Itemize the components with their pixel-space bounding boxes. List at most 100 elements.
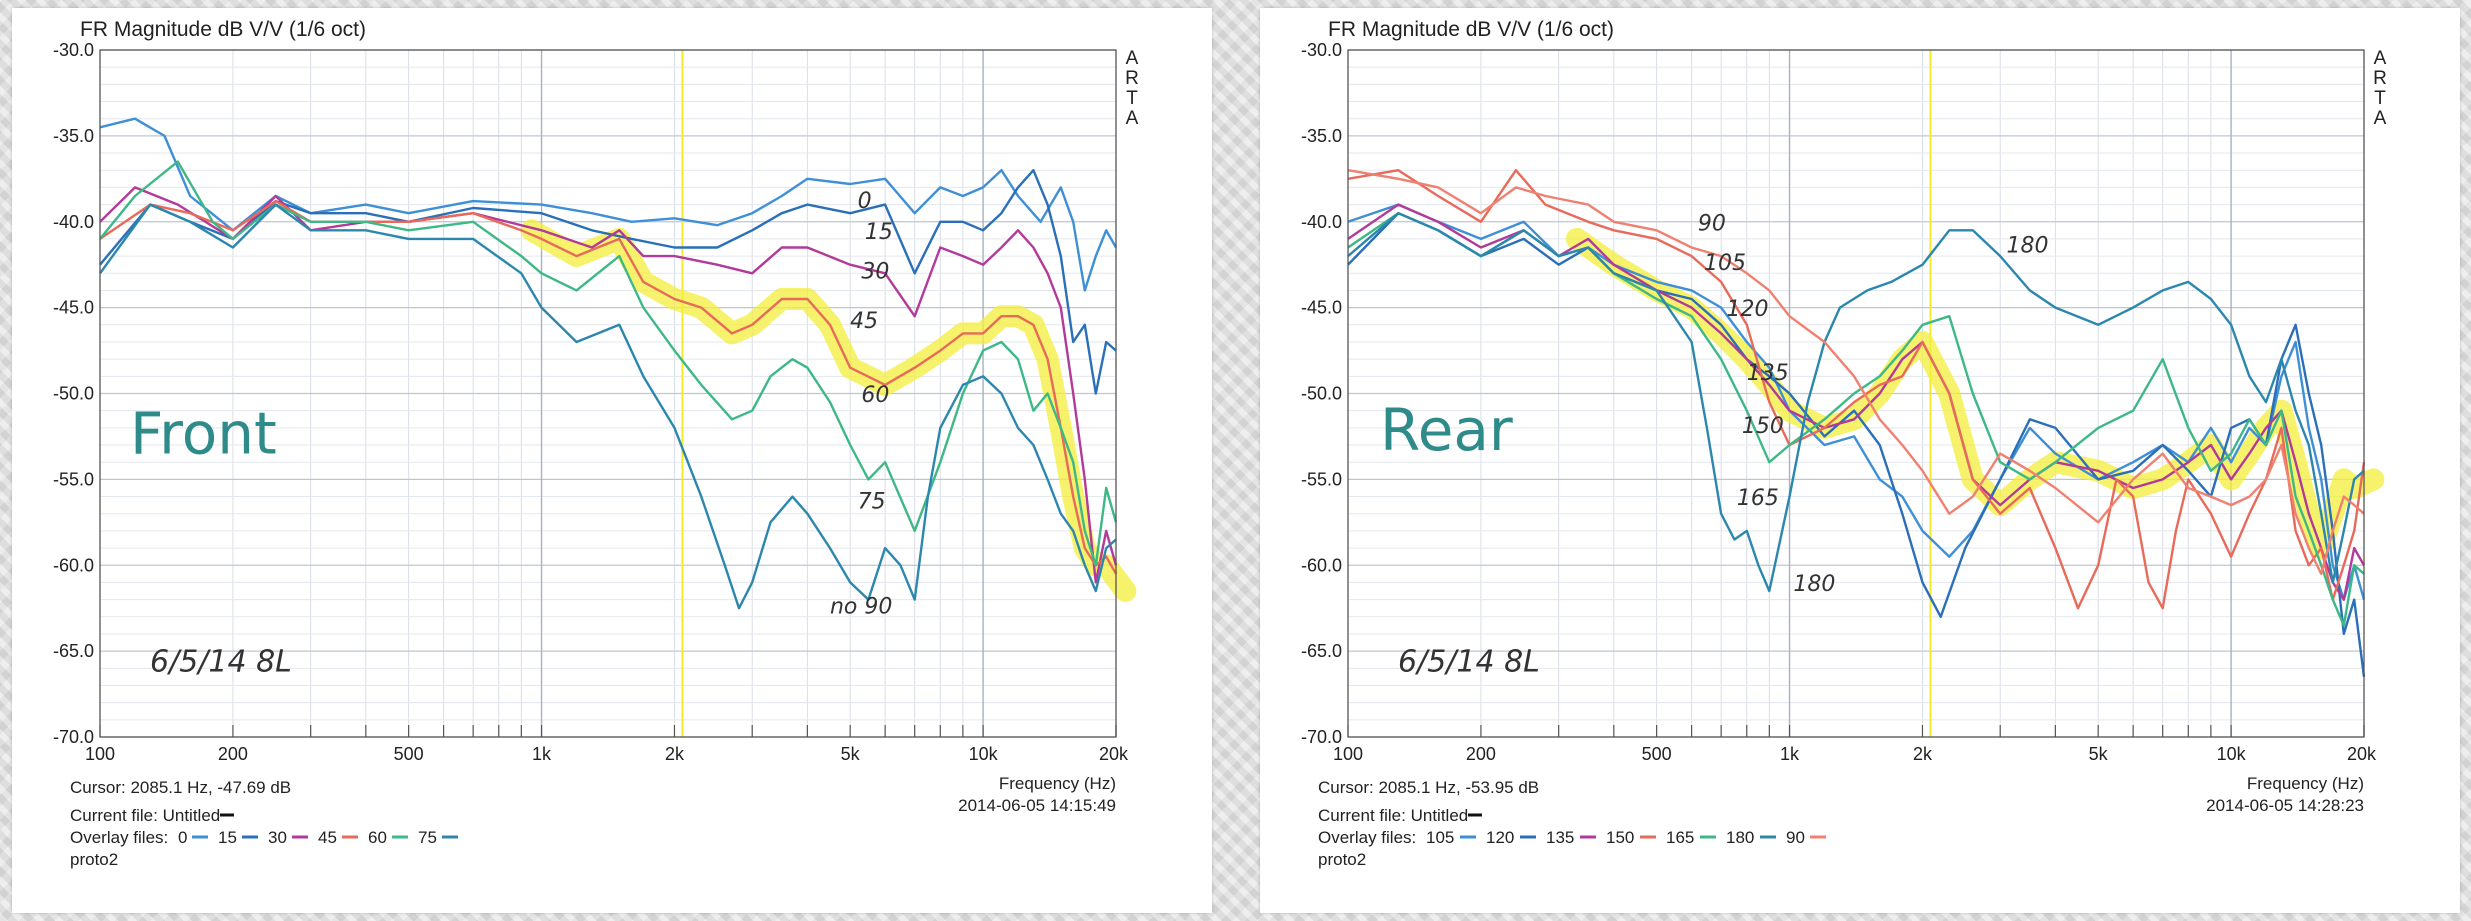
rear-curve-annotation: 90 — [1698, 211, 1726, 236]
front-x-tick-label: 10k — [969, 744, 999, 764]
front-series-line-0 — [99, 117, 1118, 292]
rear-curve-annotation: 180 — [1793, 572, 1835, 597]
front-brand-letter: T — [1126, 88, 1138, 109]
rear-brand-letter: T — [2374, 88, 2386, 109]
rear-curve-annotation: 180 — [2006, 234, 2048, 259]
rear-current-file: Current file: Untitled — [1318, 806, 1468, 825]
front-legend-entry: 0 — [178, 828, 187, 847]
front-legend-entry: 30 — [268, 828, 287, 847]
rear-curve-annotation: 150 — [1742, 414, 1784, 439]
rear-x-tick-label: 10k — [2217, 744, 2247, 764]
rear-y-tick-label: -40.0 — [1301, 212, 1342, 232]
front-y-tick-label: -65.0 — [53, 641, 94, 661]
rear-series-line-150 — [1347, 168, 2366, 610]
front-y-tick-label: -30.0 — [53, 40, 94, 60]
rear-curve-annotation: 120 — [1727, 297, 1769, 322]
rear-brand-letter: A — [2374, 108, 2387, 129]
front-curve-annotation: 60 — [861, 383, 889, 408]
front-cursor-readout: Cursor: 2085.1 Hz, -47.69 dB — [70, 778, 291, 797]
rear-handwritten-date: 6/5/14 8L — [1398, 645, 1540, 680]
front-x-tick-label: 1k — [532, 744, 552, 764]
rear-legend-entry: 135 — [1546, 828, 1574, 847]
rear-curve-annotation: 105 — [1704, 251, 1746, 276]
rear-curve-annotation: 165 — [1737, 486, 1779, 511]
rear-legend-entry: 90 — [1786, 828, 1805, 847]
rear-x-tick-label: 1k — [1780, 744, 1800, 764]
front-current-file: Current file: Untitled — [70, 806, 220, 825]
front-series-line-15 — [99, 168, 1117, 395]
front-y-tick-label: -60.0 — [53, 555, 94, 575]
front-curve-annotation: 45 — [850, 309, 878, 334]
rear-chart-title: FR Magnitude dB V/V (1/6 oct) — [1328, 18, 1614, 41]
front-series-line-60 — [99, 160, 1118, 567]
rear-y-tick-label: -45.0 — [1301, 298, 1342, 318]
front-y-tick-label: -40.0 — [53, 212, 94, 232]
front-x-tick-label: 5k — [841, 744, 861, 764]
rear-x-tick-label: 100 — [1333, 744, 1363, 764]
rear-series-line-180 — [1347, 211, 2365, 593]
rear-y-tick-label: -30.0 — [1301, 40, 1342, 60]
rear-brand-letter: A — [2374, 48, 2387, 69]
front-legend-entry: 45 — [318, 828, 337, 847]
rear-x-tick-label: 200 — [1466, 744, 1496, 764]
front-y-tick-label: -35.0 — [53, 126, 94, 146]
rear-plot-frame — [1347, 49, 2365, 738]
rear-legend-entry: 180 — [1726, 828, 1754, 847]
front-chart-panel: -30.0 -35.0 -40.0 -45.0 -50.0 -55.0 -60.0 -65.0… — [12, 8, 1212, 913]
rear-legend-entry: 150 — [1606, 828, 1634, 847]
front-timestamp: 2014-06-05 14:15:49 — [958, 796, 1116, 815]
rear-y-tick-label: -55.0 — [1301, 469, 1342, 489]
front-curve-annotation: 75 — [858, 490, 886, 515]
front-y-tick-label: -70.0 — [53, 727, 94, 747]
rear-x-tick-label: 5k — [2089, 744, 2109, 764]
rear-legend-entry: 120 — [1486, 828, 1514, 847]
front-x-tick-label: 200 — [218, 744, 248, 764]
front-big-label: Front — [130, 400, 277, 468]
front-y-tick-label: -55.0 — [53, 469, 94, 489]
rear-x-tick-label: 500 — [1642, 744, 1672, 764]
rear-y-tick-label: -35.0 — [1301, 126, 1342, 146]
rear-big-label: Rear — [1380, 396, 1513, 464]
rear-y-tick-label: -70.0 — [1301, 727, 1342, 747]
front-handwritten-date: 6/5/14 8L — [150, 645, 292, 680]
rear-series-line-90 — [1347, 169, 2365, 575]
front-y-tick-label: -50.0 — [53, 384, 94, 404]
rear-series-line-105 — [1347, 203, 2366, 601]
front-proto-name: proto2 — [70, 850, 118, 869]
front-series-line-30 — [99, 186, 1118, 584]
rear-y-tick-label: -60.0 — [1301, 555, 1342, 575]
front-x-tick-label: 500 — [394, 744, 424, 764]
rear-proto-name: proto2 — [1318, 850, 1366, 869]
front-y-tick-label: -45.0 — [53, 298, 94, 318]
front-overlay-prefix: Overlay files: — [70, 828, 168, 847]
front-plot-frame — [99, 49, 1117, 738]
rear-x-tick-label: 20k — [2347, 744, 2377, 764]
front-x-axis-label: Frequency (Hz) — [999, 774, 1116, 793]
front-chart-title: FR Magnitude dB V/V (1/6 oct) — [80, 18, 366, 41]
rear-timestamp: 2014-06-05 14:28:23 — [2206, 796, 2364, 815]
front-response-chart: -30.0 -35.0 -40.0 -45.0 -50.0 -55.0 -60.0 -65.0… — [53, 18, 1139, 869]
front-series-line-75 — [99, 203, 1117, 610]
rear-cursor-readout: Cursor: 2085.1 Hz, -53.95 dB — [1318, 778, 1539, 797]
front-brand-letter: A — [1126, 108, 1139, 129]
rear-legend-entry: 105 — [1426, 828, 1454, 847]
front-curve-annotation: 30 — [861, 259, 889, 284]
front-x-tick-label: 2k — [665, 744, 685, 764]
rear-response-chart: -30.0 -35.0 -40.0 -45.0 -50.0 -55.0 -60.0 -65.0… — [1301, 18, 2387, 869]
rear-legend-entry: 165 — [1666, 828, 1694, 847]
front-legend-entry: 60 — [368, 828, 387, 847]
rear-chart-panel: -30.0 -35.0 -40.0 -45.0 -50.0 -55.0 -60.0 -65.0… — [1260, 8, 2460, 913]
rear-x-axis-label: Frequency (Hz) — [2247, 774, 2364, 793]
rear-y-tick-label: -50.0 — [1301, 384, 1342, 404]
rear-curve-annotation: 135 — [1747, 361, 1789, 386]
rear-brand-letter: R — [2373, 68, 2387, 89]
front-legend-entry: 75 — [418, 828, 437, 847]
front-curve-annotation: no 90 — [830, 594, 892, 619]
front-x-tick-label: 20k — [1099, 744, 1129, 764]
front-curve-annotation: 0 — [858, 189, 872, 214]
rear-x-tick-label: 2k — [1913, 744, 1933, 764]
front-brand-letter: A — [1126, 48, 1139, 69]
rear-y-tick-label: -65.0 — [1301, 641, 1342, 661]
front-x-tick-label: 100 — [85, 744, 115, 764]
front-brand-letter: R — [1125, 68, 1139, 89]
